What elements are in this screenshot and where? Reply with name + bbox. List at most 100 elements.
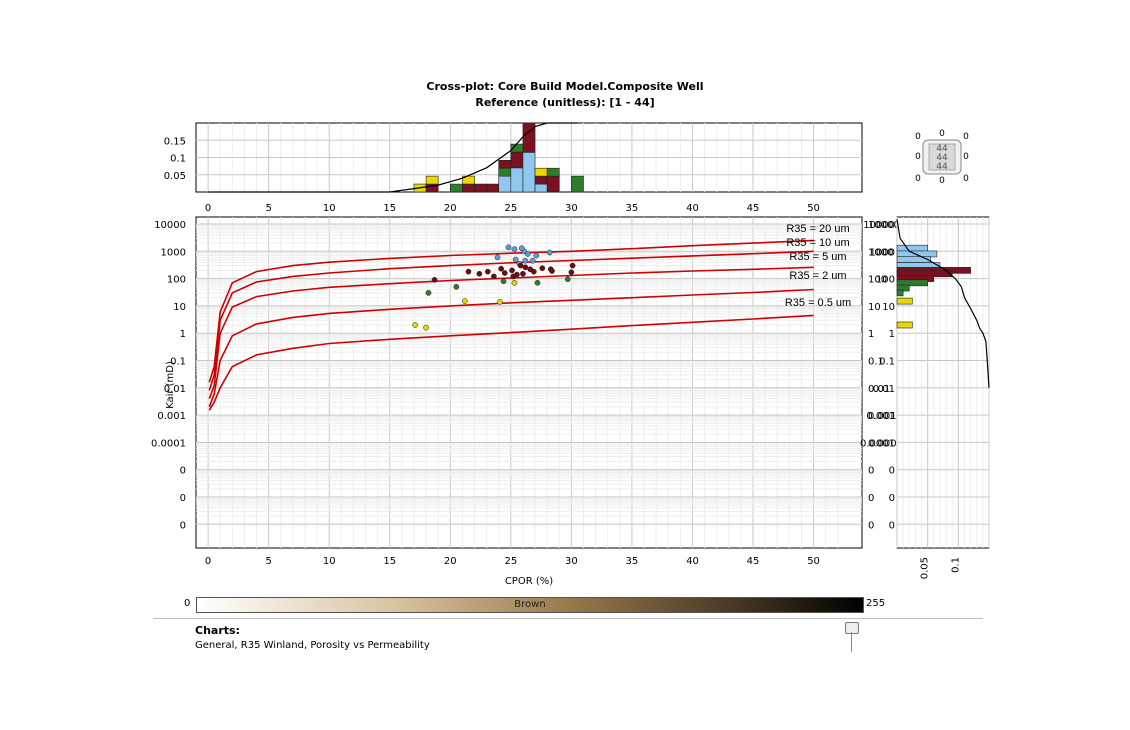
y-tick-label-right: 0.001 [868,411,897,422]
top-hist-x-tick: 40 [686,203,699,214]
x-tick-label: 20 [444,556,457,567]
r35-curve-label: R35 = 5 um [789,251,846,263]
data-point [533,252,540,259]
y-tick-label-right: 0 [868,493,874,504]
right-hist-y-tick: 0 [889,466,895,477]
slider-track[interactable] [851,632,852,652]
reference-count-value: 44 [936,144,948,154]
top-hist-bar [510,151,524,169]
top-hist-bar [474,183,487,193]
data-point [423,324,429,331]
data-point [494,254,501,261]
section-divider [153,618,983,619]
reference-count-inner [928,143,956,171]
data-point [453,283,460,290]
color-scale-name: Brown [514,599,546,610]
x-tick-label: 45 [747,556,760,567]
reference-count-value: 44 [936,162,948,172]
data-point [564,276,571,283]
y-tick-label: 0.0001 [151,438,186,449]
right-hist-y-tick: 1 [889,329,895,340]
top-hist-bar [498,175,512,193]
right-hist-y-tick: 0.1 [879,357,895,368]
data-point [511,279,518,286]
y-tick-label: 0.001 [157,411,186,422]
y-tick-label-right: 0.0001 [868,438,903,449]
y-tick-label-right: 0 [868,466,874,477]
data-point [518,245,525,252]
plot-area [195,216,863,549]
data-point [511,246,518,252]
data-point [431,276,438,283]
top-hist-x-tick: 30 [565,203,578,214]
right-hist-cumulative-line [896,219,990,388]
top-hist-bar [546,175,560,193]
data-point [549,268,555,274]
right-hist-x-tick: 0.1 [950,557,961,573]
color-scale-min: 0 [184,598,191,609]
r35-curve-label: R35 = 10 um [786,237,849,249]
data-point [529,257,536,264]
data-point [522,257,529,264]
reference-zero-label: 0 [963,132,969,142]
top-hist-cumulative-line [208,122,578,193]
top-hist-bar [571,175,584,193]
top-hist-bar [462,183,475,193]
r35-curve [208,314,814,411]
top-hist-y-tick: 0.1 [170,154,186,165]
r35-curve [208,250,814,391]
top-hist-bar [534,183,548,193]
top-hist-x-tick: 10 [323,203,336,214]
y-tick-label: 0 [180,520,186,531]
y-tick-label: 0.01 [164,384,186,395]
top-hist-bar [425,175,439,185]
data-point [505,244,512,251]
top-hist-bar [498,167,512,177]
r35-curve [208,266,814,399]
data-point [510,273,517,280]
reference-zero-label: 0 [939,129,945,139]
top-hist-x-tick: 20 [444,203,457,214]
data-point [530,268,537,275]
reference-zero-label: 0 [915,132,921,142]
top-hist-x-tick: 25 [504,203,517,214]
data-point [461,298,468,304]
reference-count-value: 44 [936,153,948,163]
y-tick-label-right: 10000 [868,220,900,231]
chart-title: Cross-plot: Core Build Model.Composite W… [426,80,704,93]
data-point [520,270,526,277]
right-hist-y-tick: 10 [882,302,895,313]
right-hist-bar [896,297,913,305]
data-point [491,273,497,280]
data-point [497,299,503,305]
top-hist-bar [534,175,548,185]
charts-list: General, R35 Winland, Porosity vs Permea… [195,640,430,651]
x-tick-label: 10 [323,556,336,567]
reference-zero-label: 0 [963,174,969,184]
data-point [484,268,491,275]
right-hist-y-tick: 10000 [863,220,895,231]
data-point [412,322,419,328]
slider-handle[interactable] [845,622,859,634]
x-tick-label: 40 [686,556,699,567]
data-point [498,265,504,272]
charts-heading: Charts: [195,624,240,637]
y-tick-label: 0.1 [170,357,186,368]
data-point [465,268,472,275]
top-hist-x-tick: 50 [807,203,820,214]
y-tick-label-right: 10 [868,302,881,313]
right-hist-x-tick: 0.05 [920,557,931,579]
r35-curve-label: R35 = 20 um [786,223,849,235]
y-tick-label: 0 [180,493,186,504]
right-hist-y-tick: 0.01 [873,384,895,395]
y-tick-label-right: 100 [868,275,887,286]
y-tick-label: 0 [180,466,186,477]
top-hist-bar [546,167,560,177]
top-hist-y-tick: 0.05 [164,171,186,182]
y-tick-label-right: 1 [868,329,874,340]
top-hist-x-tick: 0 [205,203,211,214]
y-tick-label: 10000 [154,220,186,231]
color-scale-max: 255 [866,598,886,609]
top-hist-bar [534,167,548,177]
